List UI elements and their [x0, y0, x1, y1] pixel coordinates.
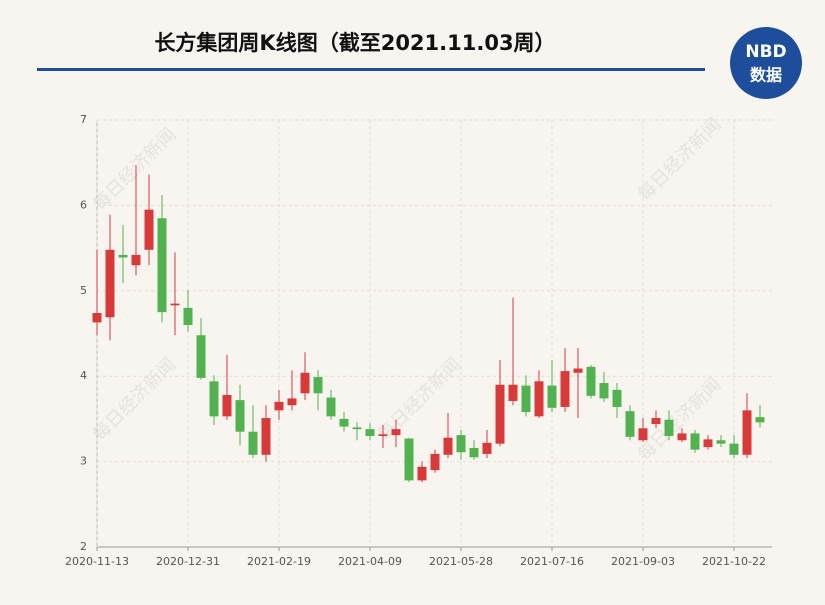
- y-tick-label: 2: [80, 540, 87, 553]
- candle-body: [131, 254, 141, 266]
- candle-body: [443, 437, 453, 455]
- logo-top: NBD: [745, 42, 786, 62]
- candle-body: [742, 410, 752, 455]
- candle-body: [196, 335, 206, 378]
- candle-body: [482, 442, 492, 454]
- candle-body: [404, 438, 414, 481]
- candle-body: [729, 443, 739, 455]
- candle-body: [716, 440, 726, 444]
- candle-body: [170, 303, 180, 306]
- candle-body: [287, 398, 297, 406]
- x-tick-label: 2020-12-31: [156, 555, 220, 568]
- candle-body: [469, 447, 479, 458]
- y-tick-label: 6: [80, 198, 87, 211]
- candle-body: [651, 418, 661, 425]
- candle-body: [690, 433, 700, 450]
- candle-body: [430, 453, 440, 471]
- candle-body: [209, 381, 219, 417]
- candle-body: [391, 429, 401, 436]
- y-tick-label: 5: [80, 284, 87, 297]
- candle-body: [157, 218, 167, 313]
- candle-body: [183, 307, 193, 325]
- candle-body: [625, 411, 635, 437]
- candle-body: [547, 385, 557, 408]
- candle-body: [352, 427, 362, 430]
- candle-body: [365, 429, 375, 436]
- candle-body: [326, 397, 336, 417]
- candle-body: [118, 254, 128, 258]
- candle-body: [222, 394, 232, 417]
- candle-body: [638, 428, 648, 441]
- candle-body: [456, 435, 466, 453]
- candle-body: [300, 372, 310, 394]
- candle-body: [573, 368, 583, 373]
- y-tick-label: 4: [80, 369, 87, 382]
- x-tick-label: 2021-07-16: [520, 555, 584, 568]
- candle-body: [144, 209, 154, 250]
- candle-body: [703, 439, 713, 448]
- candle-body: [664, 419, 674, 436]
- x-tick-label: 2021-05-28: [429, 555, 493, 568]
- title-rule: [37, 68, 705, 71]
- x-tick-label: 2021-02-19: [247, 555, 311, 568]
- candle-body: [235, 400, 245, 432]
- candle-body: [612, 389, 622, 407]
- x-tick-label: 2021-04-09: [338, 555, 402, 568]
- x-tick-label: 2021-09-03: [611, 555, 675, 568]
- candle-body: [261, 418, 271, 455]
- candle-body: [521, 385, 531, 413]
- y-tick-label: 3: [80, 455, 87, 468]
- candle-body: [586, 366, 596, 396]
- candle-body: [495, 384, 505, 444]
- plot: 2 3 4 5 6 7 2020-11-13 2020-12-31 2021-02-19 2021…: [65, 113, 772, 568]
- candle-body: [313, 377, 323, 394]
- candle-body: [534, 381, 544, 417]
- chart-title: 长方集团周K线图（截至2021.11.03周）: [154, 31, 555, 55]
- candle-body: [677, 433, 687, 441]
- candle-body: [105, 249, 115, 318]
- logo-bottom: 数据: [750, 66, 782, 85]
- candle-body: [560, 371, 570, 407]
- y-tick-label: 7: [80, 113, 87, 126]
- candle-body: [599, 383, 609, 399]
- candle-body: [378, 434, 388, 436]
- candle-body: [92, 313, 102, 323]
- candle-body: [755, 417, 765, 423]
- x-tick-label: 2021-10-22: [702, 555, 766, 568]
- candle-body: [417, 466, 427, 481]
- candle-body: [508, 384, 518, 401]
- candle-body: [248, 431, 258, 455]
- candle-body: [339, 418, 349, 427]
- candle-body: [274, 401, 284, 411]
- x-tick-label: 2020-11-13: [65, 555, 129, 568]
- logo: [730, 27, 802, 99]
